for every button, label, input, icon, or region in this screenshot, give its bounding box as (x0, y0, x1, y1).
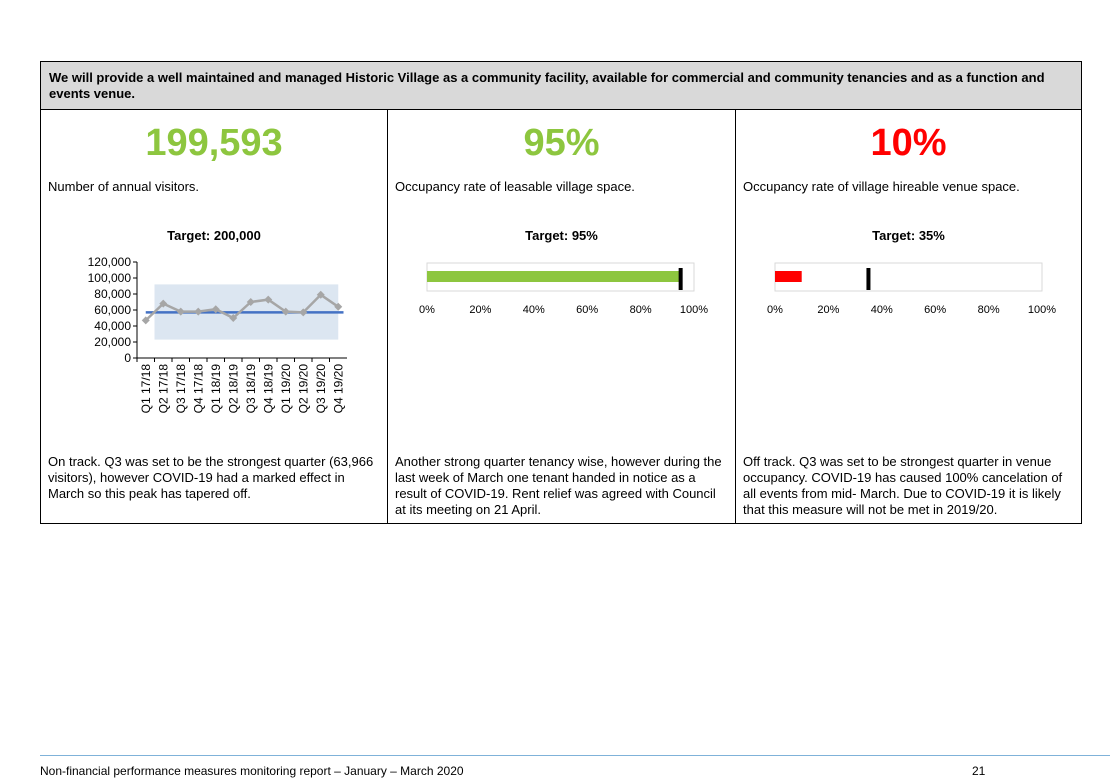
x-tick-label: 80% (630, 304, 652, 316)
x-tick-label: 100% (1028, 304, 1056, 316)
data-point (334, 302, 343, 311)
data-point (316, 290, 325, 299)
x-tick-label: Q2 19/20 (296, 364, 310, 414)
actual-bar (427, 271, 681, 282)
x-tick-label: Q1 19/20 (279, 364, 293, 414)
page-number: 21 (972, 764, 986, 778)
data-point (141, 316, 150, 325)
x-tick-label: 20% (469, 304, 491, 316)
actual-bar (775, 271, 802, 282)
visitors-line-chart: 0 20,000 40,000 60,000 80,000 100,000 120,000 Q… (88, 255, 347, 414)
x-tick-label: Q2 17/18 (156, 364, 170, 414)
measure-comment: Another strong quarter tenancy wise, how… (395, 454, 722, 517)
x-tick-label: 0% (767, 304, 783, 316)
data-point (194, 307, 203, 316)
x-tick-label: Q1 18/19 (209, 364, 223, 414)
footer-title: Non-financial performance measures monit… (40, 764, 464, 778)
measure-comment: Off track. Q3 was set to be strongest qu… (743, 454, 1063, 517)
data-point (281, 307, 290, 316)
data-point (264, 295, 273, 304)
chart-frame (774, 262, 1043, 292)
x-tick-label: Q3 17/18 (174, 364, 188, 414)
footer-rule (40, 755, 1110, 756)
y-tick-label: 40,000 (94, 319, 131, 333)
x-tick-label: 40% (871, 304, 893, 316)
y-tick-label: 60,000 (94, 303, 131, 317)
measure-value: 199,593 (145, 122, 283, 164)
measure-venue-occupancy: 10% Occupancy rate of village hireable v… (736, 110, 1081, 523)
data-point (299, 308, 308, 317)
measure-comment: On track. Q3 was set to be the strongest… (48, 454, 374, 501)
measure-description: Occupancy rate of village hireable venue… (743, 179, 1020, 194)
x-tick-label: Q4 17/18 (191, 364, 205, 414)
x-tick-label: Q4 18/19 (261, 364, 275, 414)
data-point (229, 314, 238, 322)
target-marker (678, 268, 683, 290)
y-tick-label: 0 (124, 351, 131, 365)
y-tick-label: 80,000 (94, 287, 131, 301)
data-point (159, 299, 168, 308)
measure-target: Target: 200,000 (167, 228, 261, 243)
measure-value: 95% (523, 122, 600, 164)
y-tick-label: 100,000 (88, 271, 132, 285)
data-point (246, 298, 255, 306)
measure-target: Target: 35% (872, 228, 945, 243)
data-point (176, 307, 185, 316)
visitors-line (144, 293, 339, 322)
x-tick-label: 80% (978, 304, 1000, 316)
measure-description: Number of annual visitors. (48, 179, 200, 194)
measure-value: 10% (870, 122, 947, 164)
x-tick-label: Q3 19/20 (314, 364, 328, 414)
measures-panel: We will provide a well maintained and ma… (40, 61, 1082, 524)
measure-target: Target: 95% (525, 228, 598, 243)
x-tick-label: 60% (576, 304, 598, 316)
x-tick-label: 20% (817, 304, 839, 316)
x-tick-label: 100% (680, 304, 708, 316)
x-tick-label: 0% (419, 304, 435, 316)
x-tick-label: 60% (924, 304, 946, 316)
measure-description: Occupancy rate of leasable village space… (395, 179, 635, 194)
section-heading: We will provide a well maintained and ma… (41, 62, 1081, 110)
data-point (211, 305, 220, 314)
venue-occupancy-bullet-chart: 0% 20% 40% 60% 80% 100% (767, 262, 1056, 316)
x-tick-label: Q4 19/20 (331, 364, 345, 414)
x-tick-label: 40% (523, 304, 545, 316)
x-tick-label: Q3 18/19 (244, 364, 258, 414)
y-tick-label: 20,000 (94, 335, 131, 349)
y-tick-label: 120,000 (88, 255, 132, 269)
measure-annual-visitors: 199,593 Number of annual visitors. Targe… (41, 110, 388, 523)
target-marker (866, 268, 871, 290)
leasable-occupancy-bullet-chart: 0% 20% 40% 60% 80% 100% (419, 262, 708, 316)
x-tick-label: Q1 17/18 (139, 364, 153, 414)
x-tick-label: Q2 18/19 (226, 364, 240, 414)
measure-leasable-occupancy: 95% Occupancy rate of leasable village s… (388, 110, 736, 523)
